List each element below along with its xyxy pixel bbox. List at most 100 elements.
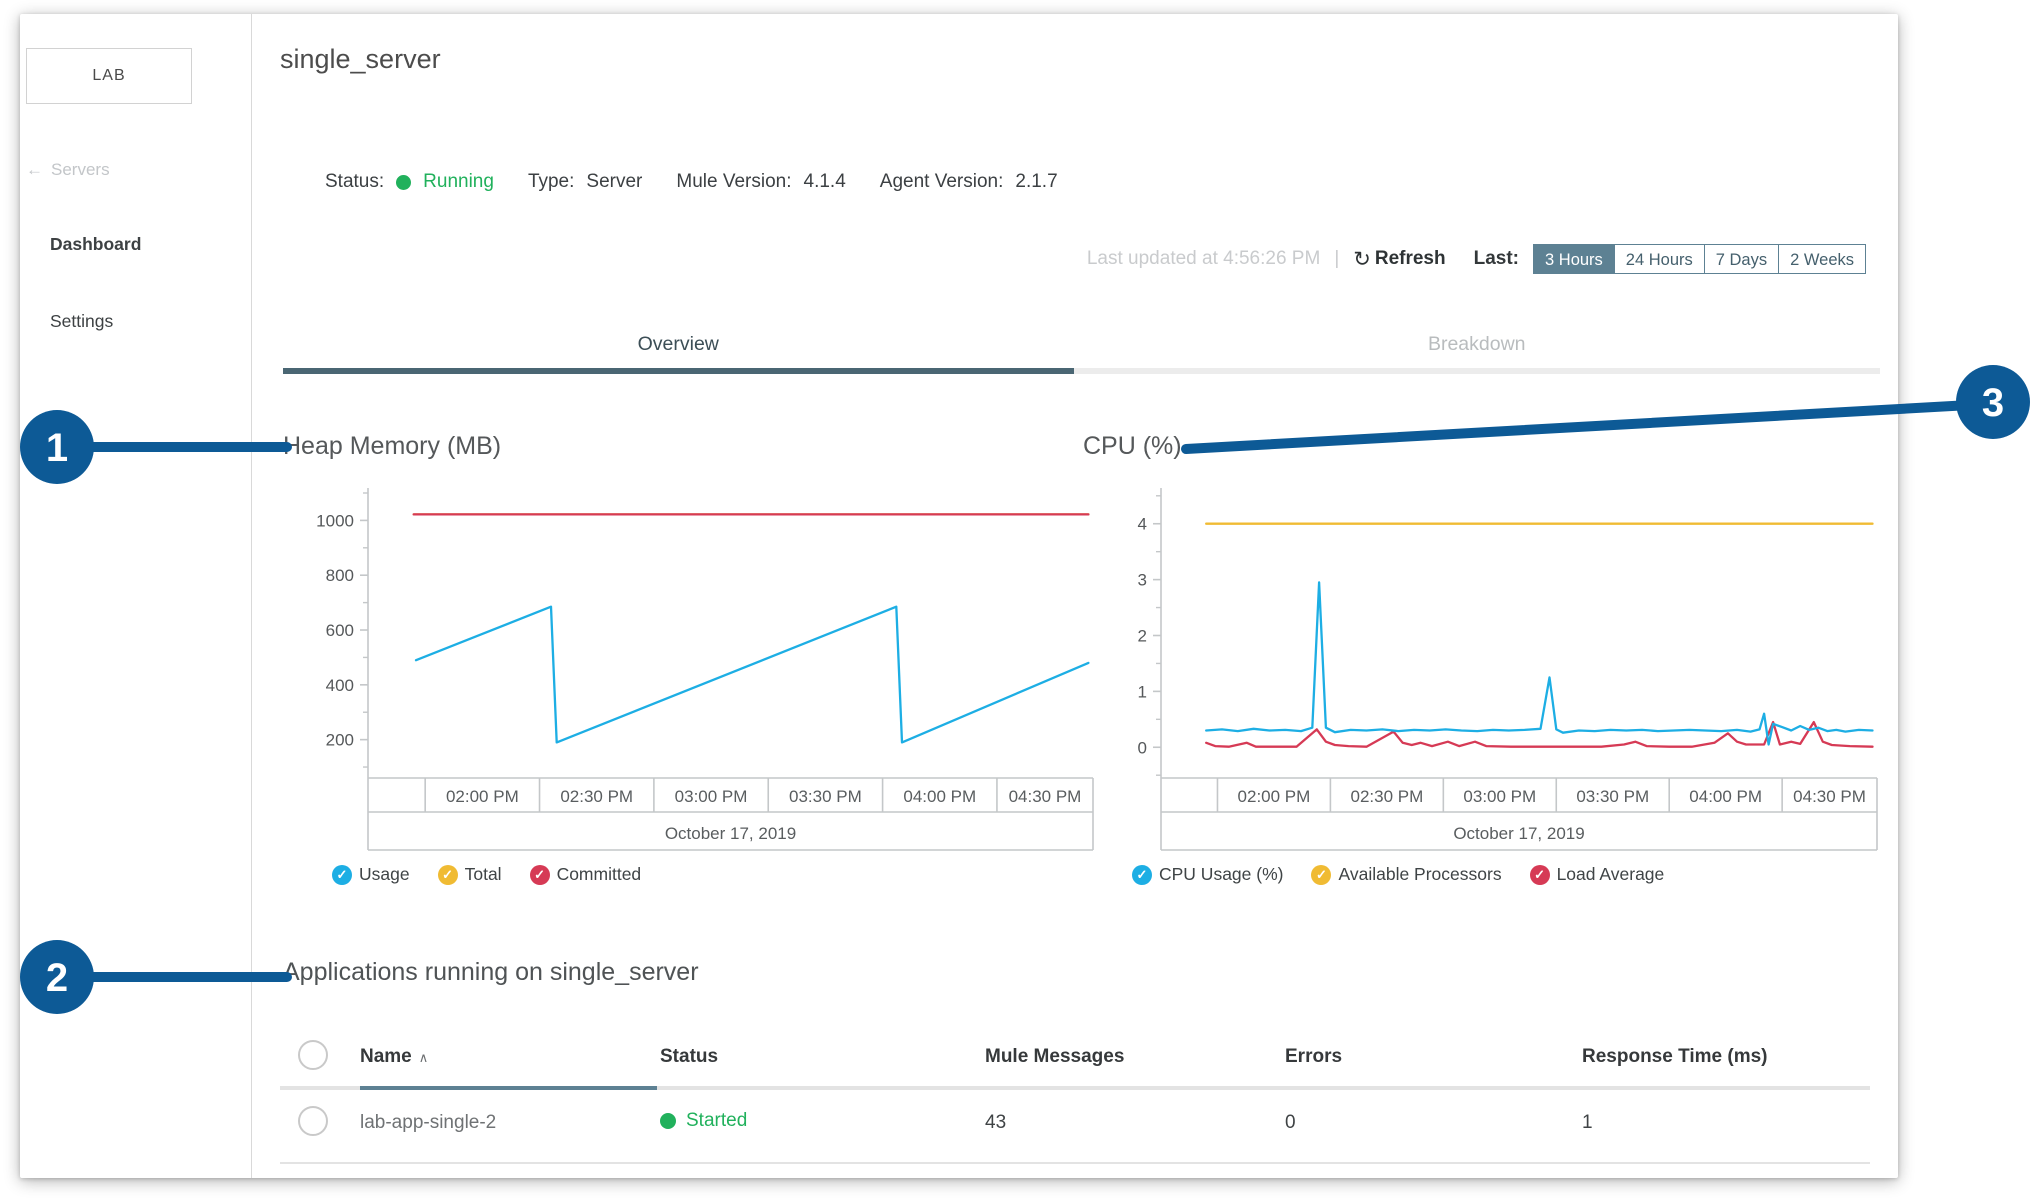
legend-label: Total (464, 864, 502, 884)
svg-text:02:30 PM: 02:30 PM (560, 787, 633, 806)
cpu-chart: 0 1 2 3 4 02:00 PM 02:30 PM 03:00 PM 03:30 PM 04:… (1138, 488, 1878, 851)
refresh-label: Refresh (1374, 248, 1446, 269)
legend-check-icon: ✓ (332, 864, 352, 885)
legend-item[interactable]: ✓ Available Processors (1311, 864, 1502, 885)
type-value: Server (586, 171, 643, 192)
last-updated-text: Last updated at 4:56:26 PM (1086, 248, 1321, 269)
range-button-24-hours[interactable]: 24 Hours (1614, 244, 1705, 274)
heap-memory-chart-title: Heap Memory (MB) (283, 432, 502, 460)
legend-label: CPU Usage (%) (1159, 864, 1284, 884)
status-value: Running (423, 171, 494, 192)
range-button-2-weeks[interactable]: 2 Weeks (1779, 244, 1866, 274)
svg-text:04:00 PM: 04:00 PM (903, 787, 976, 806)
back-link-label: Servers (51, 160, 110, 179)
heap-memory-legend: ✓ Usage ✓ Total ✓ Committed (332, 864, 641, 885)
legend-label: Committed (556, 864, 642, 884)
svg-text:04:30 PM: 04:30 PM (1793, 787, 1866, 806)
heap-memory-chart: 200 400 600 800 1000 02:00 PM 02:30 PM 03:00 PM… (316, 488, 1094, 851)
legend-label: Load Average (1556, 864, 1665, 884)
svg-text:03:30 PM: 03:30 PM (1576, 787, 1649, 806)
table-header-rule (280, 1086, 1870, 1090)
svg-text:2: 2 (1138, 627, 1147, 646)
app-name-cell[interactable]: lab-app-single-2 (360, 1112, 497, 1133)
status-label: Status: (325, 171, 385, 192)
svg-text:400: 400 (326, 676, 354, 695)
select-all-radio[interactable] (298, 1040, 328, 1070)
callout-badge: 3 (1956, 365, 2030, 439)
legend-check-icon: ✓ (1311, 864, 1332, 885)
last-range-label: Last: (1473, 248, 1520, 269)
refresh-icon: ↻ (1353, 247, 1371, 271)
svg-text:02:00 PM: 02:00 PM (446, 787, 519, 806)
page-title: single_server (280, 44, 441, 74)
dashboard-card: LAB ← Servers Dashboard Settings single_… (20, 14, 1898, 1178)
app-status-value: Started (686, 1110, 748, 1131)
mule-version-label: Mule Version: (676, 171, 792, 192)
column-header-status[interactable]: Status (660, 1046, 719, 1067)
svg-text:02:30 PM: 02:30 PM (1350, 787, 1423, 806)
svg-text:03:30 PM: 03:30 PM (789, 787, 862, 806)
legend-check-icon: ✓ (437, 864, 458, 885)
agent-version-label: Agent Version: (879, 171, 1004, 192)
svg-text:October 17, 2019: October 17, 2019 (1453, 824, 1584, 843)
svg-text:1000: 1000 (316, 511, 354, 530)
legend-item[interactable]: ✓ Committed (529, 864, 642, 885)
column-header-name[interactable]: Name ∧ (360, 1046, 429, 1067)
tab-bar: Overview Breakdown (283, 320, 1880, 374)
svg-text:800: 800 (326, 566, 354, 585)
mule-version-value: 4.1.4 (803, 171, 846, 192)
legend-check-icon: ✓ (1132, 864, 1152, 885)
svg-text:4: 4 (1138, 515, 1147, 534)
range-button-7-days[interactable]: 7 Days (1704, 244, 1780, 274)
tab-breakdown[interactable]: Breakdown (1073, 320, 1880, 374)
svg-text:600: 600 (326, 621, 354, 640)
range-button-3-hours[interactable]: 3 Hours (1533, 244, 1615, 274)
refresh-button[interactable]: ↻ Refresh (1353, 247, 1445, 272)
app-status-cell: Started (660, 1110, 747, 1132)
svg-text:3: 3 (1982, 381, 2004, 425)
tab-overview[interactable]: Overview (283, 320, 1074, 374)
type-label: Type: (527, 171, 575, 192)
server-status-row: Status: Running Type: Server Mule Versio… (325, 171, 1058, 193)
cpu-chart-title: CPU (%) (1083, 432, 1182, 460)
app-errors-cell: 0 (1285, 1112, 1296, 1133)
row-radio[interactable] (298, 1106, 328, 1136)
lab-logo: LAB (26, 48, 192, 104)
svg-text:3: 3 (1138, 571, 1147, 590)
agent-version-value: 2.1.7 (1015, 171, 1058, 192)
svg-text:02:00 PM: 02:00 PM (1238, 787, 1311, 806)
column-header-mule-messages[interactable]: Mule Messages (985, 1046, 1125, 1067)
sidebar-item-settings[interactable]: Settings (50, 311, 114, 331)
svg-text:200: 200 (326, 731, 354, 750)
app-response-time-cell: 1 (1582, 1112, 1593, 1133)
sidebar: LAB ← Servers Dashboard Settings (20, 14, 252, 1178)
legend-item[interactable]: ✓ CPU Usage (%) (1132, 864, 1283, 885)
app-status-dot-icon (660, 1113, 676, 1129)
column-header-errors[interactable]: Errors (1285, 1046, 1343, 1067)
back-to-servers-link[interactable]: ← Servers (26, 160, 110, 180)
svg-text:03:00 PM: 03:00 PM (675, 787, 748, 806)
svg-text:1: 1 (1138, 682, 1147, 701)
time-range-group: 3 Hours 24 Hours 7 Days 2 Weeks (1533, 244, 1866, 274)
column-header-response-time[interactable]: Response Time (ms) (1582, 1046, 1768, 1067)
table-row-rule (280, 1162, 1870, 1164)
legend-item[interactable]: ✓ Load Average (1529, 864, 1665, 885)
svg-text:04:00 PM: 04:00 PM (1689, 787, 1762, 806)
svg-text:04:30 PM: 04:30 PM (1009, 787, 1082, 806)
sort-ascending-icon: ∧ (418, 1050, 429, 1065)
refresh-toolbar: Last updated at 4:56:26 PM | ↻ Refresh L… (1087, 244, 1866, 274)
legend-item[interactable]: ✓ Usage (332, 864, 410, 885)
status-dot-icon (396, 174, 412, 190)
legend-item[interactable]: ✓ Total (437, 864, 502, 885)
legend-label: Usage (359, 864, 410, 884)
toolbar-separator: | (1334, 248, 1340, 269)
svg-text:October 17, 2019: October 17, 2019 (665, 824, 796, 843)
legend-label: Available Processors (1338, 864, 1502, 884)
sidebar-item-dashboard[interactable]: Dashboard (50, 234, 142, 254)
table-header-rule-active (360, 1086, 657, 1090)
cpu-legend: ✓ CPU Usage (%) ✓ Available Processors ✓ Load… (1132, 864, 1664, 885)
legend-check-icon: ✓ (1529, 864, 1550, 885)
app-mule-messages-cell: 43 (985, 1112, 1007, 1133)
lab-logo-text: LAB (92, 67, 126, 84)
legend-check-icon: ✓ (529, 864, 550, 885)
